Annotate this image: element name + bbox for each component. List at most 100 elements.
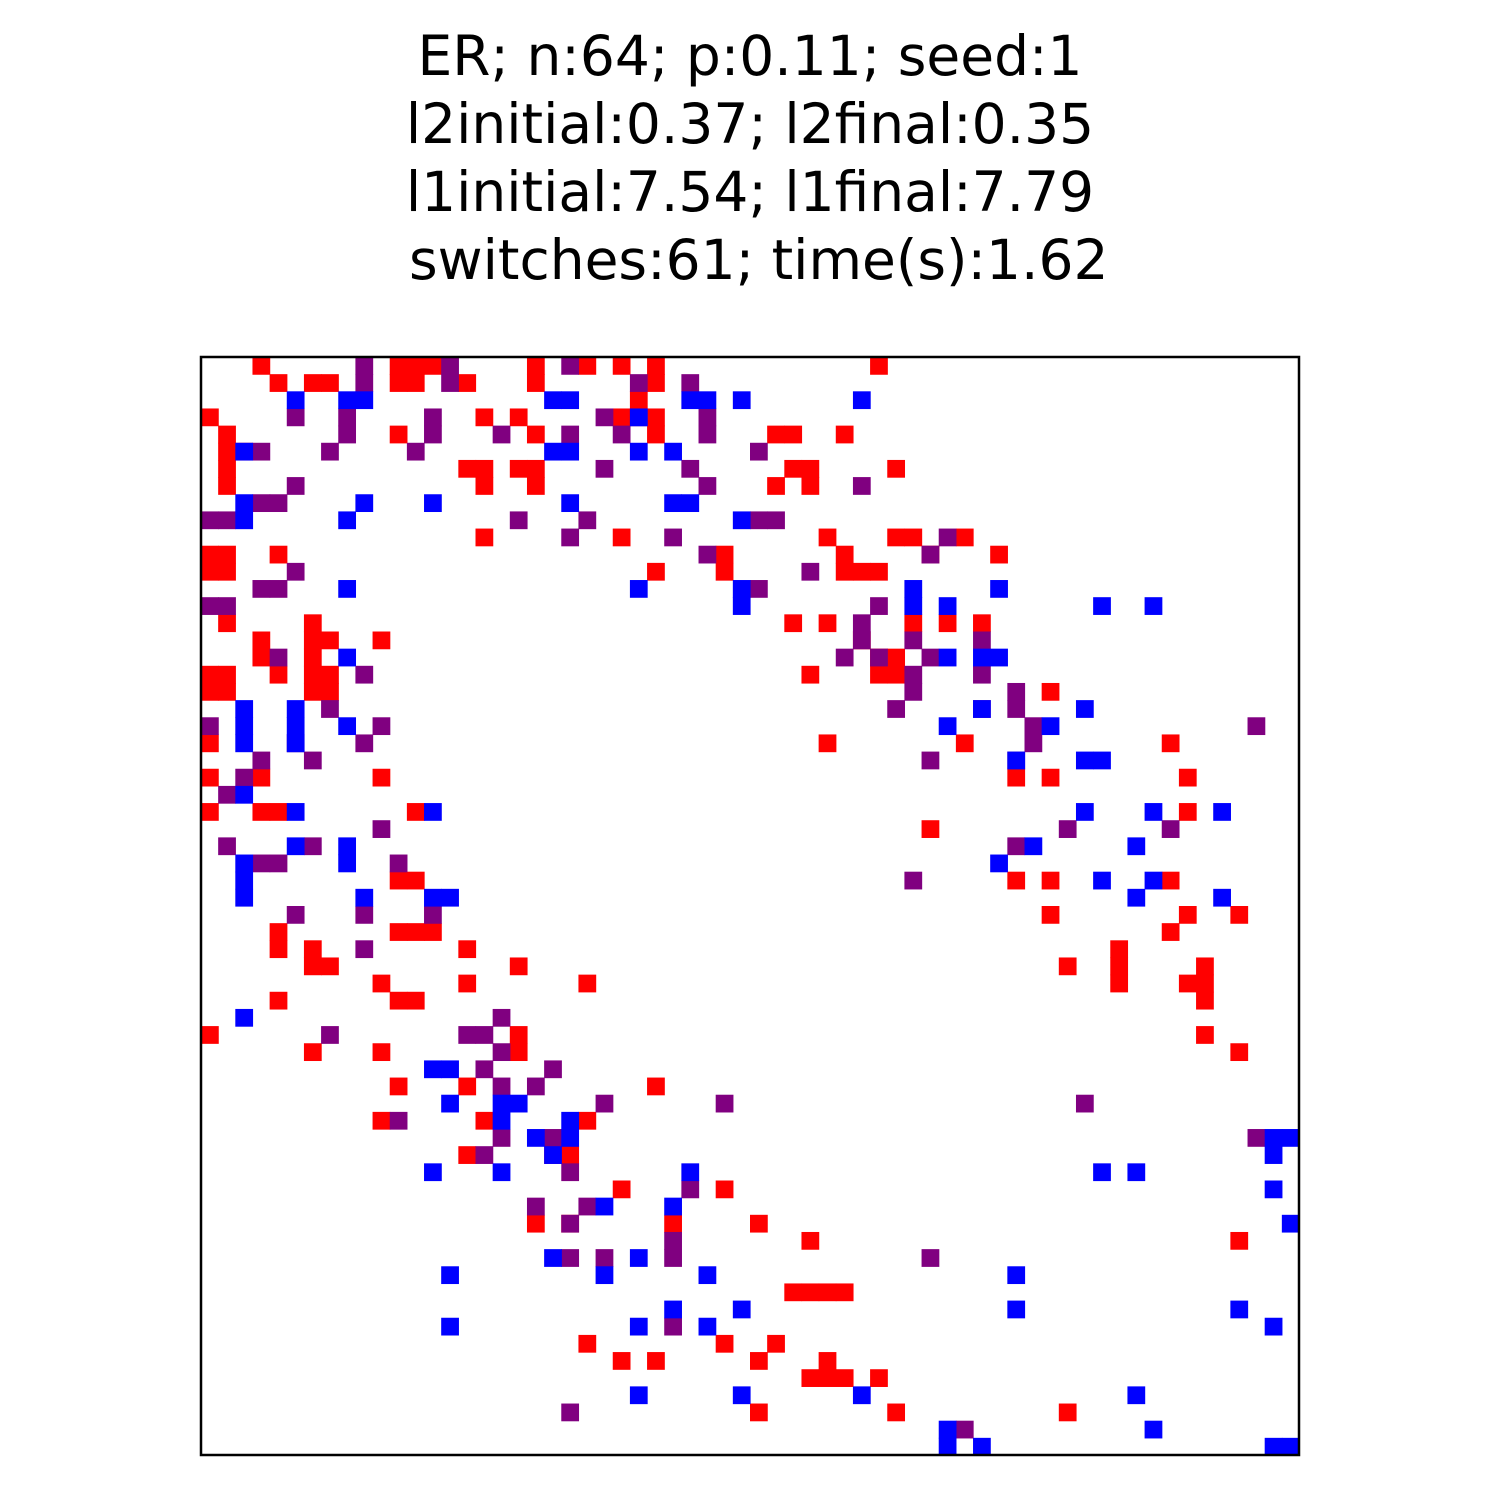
heatmap-cell xyxy=(269,494,288,513)
heatmap-cell xyxy=(852,477,871,495)
heatmap-cell xyxy=(338,391,357,410)
heatmap-cell xyxy=(372,717,391,736)
heatmap-cell xyxy=(252,803,271,821)
heatmap-cell xyxy=(492,1094,511,1113)
heatmap-cell xyxy=(973,648,991,667)
heatmap-cell xyxy=(1127,837,1146,856)
heatmap-cell xyxy=(235,785,254,804)
heatmap-cell xyxy=(544,1129,562,1147)
heatmap-cell xyxy=(715,562,734,581)
heatmap-cell xyxy=(303,751,322,770)
heatmap-cell xyxy=(406,803,425,821)
heatmap-cell xyxy=(938,648,957,667)
heatmap-cell xyxy=(424,408,442,427)
heatmap-cell xyxy=(509,957,528,976)
heatmap-cell xyxy=(801,1231,820,1250)
heatmap-cell xyxy=(475,408,494,427)
heatmap-cell xyxy=(921,751,940,770)
heatmap-cell xyxy=(1264,1317,1283,1336)
heatmap-cell xyxy=(629,408,648,427)
heatmap-cell xyxy=(321,665,339,684)
heatmap-cell xyxy=(1281,1437,1300,1456)
heatmap-cell xyxy=(235,442,254,461)
heatmap-cell xyxy=(218,837,236,856)
heatmap-cell xyxy=(852,631,871,650)
heatmap-cell xyxy=(338,717,357,736)
heatmap-cell xyxy=(235,734,254,753)
heatmap-cell xyxy=(1127,1386,1146,1405)
heatmap-cell xyxy=(938,1420,957,1439)
heatmap-cell xyxy=(475,1146,494,1164)
heatmap-cell xyxy=(303,614,322,633)
heatmap-cell xyxy=(201,682,219,701)
heatmap-cell xyxy=(647,408,665,427)
heatmap-cell xyxy=(681,374,700,392)
heatmap-cell xyxy=(647,425,665,444)
heatmap-cell xyxy=(475,528,494,547)
heatmap-cell xyxy=(424,1060,442,1079)
heatmap-cell xyxy=(201,597,219,615)
heatmap-cell xyxy=(372,768,391,787)
heatmap-cell xyxy=(458,374,477,392)
heatmap-cell xyxy=(1213,888,1231,907)
heatmap-cell xyxy=(1230,1300,1249,1319)
heatmap-cell xyxy=(303,374,322,392)
heatmap-cell xyxy=(269,803,288,821)
heatmap-cell xyxy=(732,1300,751,1319)
heatmap-cell xyxy=(424,923,442,941)
heatmap-cell xyxy=(1230,1231,1249,1250)
heatmap-cell xyxy=(509,1043,528,1062)
heatmap-cell xyxy=(389,425,408,444)
heatmap-cell xyxy=(475,1060,494,1079)
heatmap-cell xyxy=(235,854,254,873)
heatmap-cell xyxy=(767,511,785,530)
heatmap-cell xyxy=(424,357,442,375)
heatmap-cell xyxy=(303,957,322,976)
heatmap-cell xyxy=(1161,871,1180,890)
heatmap-cell xyxy=(750,511,768,530)
heatmap-cell xyxy=(629,391,648,410)
heatmap-cell xyxy=(389,357,408,375)
heatmap-cell xyxy=(681,459,700,478)
heatmap-cell xyxy=(664,1231,682,1250)
heatmap-cell xyxy=(252,357,271,375)
heatmap-cell xyxy=(732,580,751,598)
plot-frame xyxy=(199,355,1301,1457)
heatmap-cell xyxy=(338,425,357,444)
heatmap-cell xyxy=(269,991,288,1010)
heatmap-cell xyxy=(1110,940,1129,959)
heatmap-cell xyxy=(938,528,957,547)
heatmap-cell xyxy=(1007,837,1026,856)
heatmap-cell xyxy=(1196,991,1214,1010)
heatmap-cell xyxy=(870,1369,888,1387)
heatmap-cell xyxy=(458,940,477,959)
heatmap-cell xyxy=(355,391,374,410)
heatmap-cell xyxy=(235,717,254,736)
heatmap-cell xyxy=(286,837,305,856)
heatmap-cell xyxy=(990,854,1008,873)
heatmap-cell xyxy=(561,442,580,461)
heatmap-cell xyxy=(1264,1146,1283,1164)
heatmap-cell xyxy=(561,357,580,375)
heatmap-cell xyxy=(1007,1266,1026,1285)
heatmap-cell xyxy=(904,631,923,650)
heatmap-cell xyxy=(355,888,374,907)
heatmap-cell xyxy=(406,923,425,941)
heatmap-cell xyxy=(269,545,288,564)
heatmap-cell xyxy=(338,837,357,856)
heatmap-cell xyxy=(441,1317,459,1336)
heatmap-cell xyxy=(338,580,357,598)
heatmap-cell xyxy=(595,1266,614,1285)
heatmap-cell xyxy=(424,425,442,444)
heatmap-cell xyxy=(818,1352,837,1370)
heatmap-cell xyxy=(1024,717,1043,736)
heatmap-cell xyxy=(852,562,871,581)
heatmap-cell xyxy=(526,1214,545,1233)
heatmap-cell xyxy=(458,1077,477,1096)
heatmap-cell xyxy=(1007,682,1026,701)
heatmap-cell xyxy=(252,648,271,667)
heatmap-cell xyxy=(698,425,717,444)
heatmap-cell xyxy=(355,906,374,924)
heatmap-cell xyxy=(835,545,854,564)
heatmap-cell xyxy=(218,682,236,701)
